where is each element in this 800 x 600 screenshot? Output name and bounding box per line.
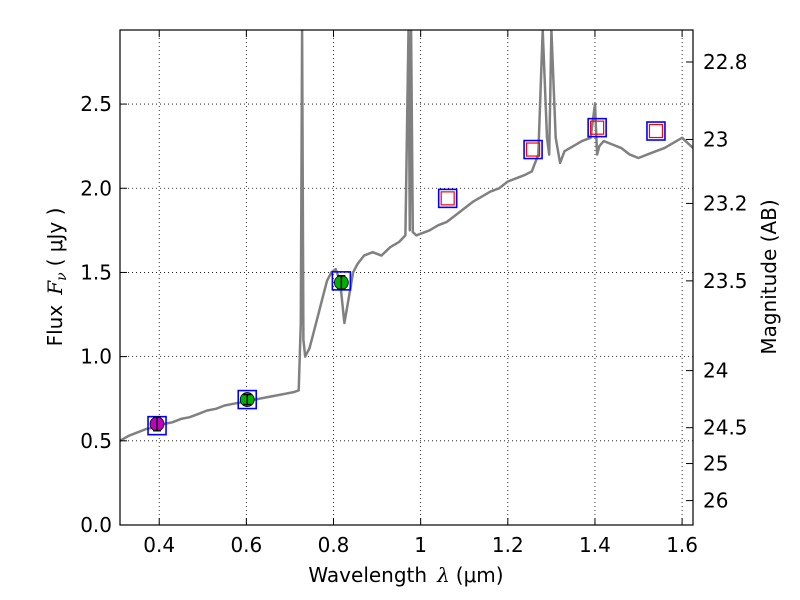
y2-tick-label: 22.8	[703, 50, 748, 74]
y2-tick-label: 26	[703, 489, 728, 513]
x-tick-label: 0.8	[318, 533, 350, 557]
y-tick-label: 1.0	[80, 345, 112, 369]
upper-limit-marker	[648, 123, 664, 139]
y2-tick-label: 23.5	[703, 269, 748, 293]
ticks: 0.4 0.6 0.8 1 1.2 1.4 1.6 0.0 0.5 1.0 1.5 2.0 2.5 22.…	[80, 30, 748, 557]
y-tick-label: 0.0	[80, 513, 112, 537]
x-tick-label: 1.2	[492, 533, 524, 557]
model-photometry-box	[437, 188, 458, 209]
x-tick-label: 0.4	[143, 533, 175, 557]
spectrum-line	[120, 30, 693, 442]
y-tick-label: 2.5	[80, 92, 112, 116]
y2-tick-label: 23.2	[703, 191, 748, 215]
x-tick-label: 1	[414, 533, 427, 557]
x-tick-label: 1.6	[666, 533, 698, 557]
model-photometry-box	[523, 139, 543, 160]
y-tick-label: 0.5	[80, 429, 112, 453]
plot-frame	[119, 29, 694, 526]
y-tick-label: 1.5	[80, 260, 112, 284]
y2-tick-label: 23	[703, 127, 728, 151]
x-axis-label: Wavelength λ (μm)	[308, 563, 503, 587]
marks-layer	[147, 117, 666, 436]
y-tick-label: 2.0	[80, 176, 112, 200]
x-tick-label: 0.6	[230, 533, 262, 557]
y-axis-label: FluxFν( μJy )	[43, 208, 70, 347]
upper-limit-marker	[525, 142, 541, 157]
x-tick-label: 1.4	[579, 533, 611, 557]
upper-limit-marker	[440, 191, 455, 206]
model-photometry-box	[237, 389, 258, 410]
grid	[120, 30, 693, 526]
y2-axis-label: Magnitude (AB)	[757, 199, 781, 354]
model-photometry-box	[646, 121, 666, 141]
y2-tick-label: 24	[703, 359, 728, 383]
y2-tick-label: 25	[703, 452, 728, 476]
spectrum-layer	[120, 30, 693, 442]
upper-limit-marker	[590, 120, 605, 135]
model-photometry-box	[587, 117, 607, 138]
y2-tick-label: 24.5	[703, 416, 748, 440]
